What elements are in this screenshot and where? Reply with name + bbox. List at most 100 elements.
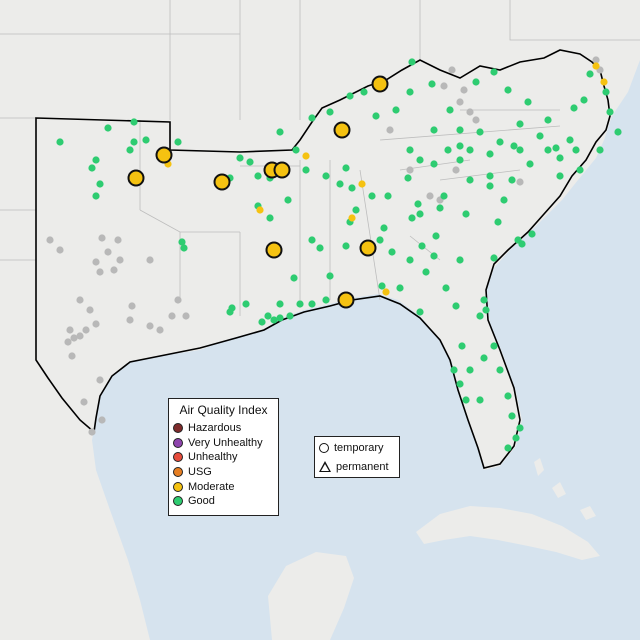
no-data-station-marker[interactable] [46,236,54,244]
good-station-marker[interactable] [446,106,454,114]
good-station-marker[interactable] [504,444,512,452]
good-station-marker[interactable] [290,274,298,282]
good-station-marker[interactable] [482,306,490,314]
good-station-marker[interactable] [92,192,100,200]
good-station-marker[interactable] [518,240,526,248]
moderate-temporary-monitor-marker[interactable] [359,239,377,257]
good-station-marker[interactable] [510,142,518,150]
good-station-marker[interactable] [408,58,416,66]
no-data-station-marker[interactable] [82,326,90,334]
good-station-marker[interactable] [430,252,438,260]
good-station-marker[interactable] [466,146,474,154]
good-station-marker[interactable] [326,272,334,280]
good-station-marker[interactable] [396,284,404,292]
no-data-station-marker[interactable] [104,248,112,256]
good-station-marker[interactable] [486,150,494,158]
good-station-marker[interactable] [180,244,188,252]
no-data-station-marker[interactable] [452,166,460,174]
good-station-marker[interactable] [504,86,512,94]
moderate-temporary-monitor-marker[interactable] [273,161,291,179]
no-data-station-marker[interactable] [516,178,524,186]
good-station-marker[interactable] [504,392,512,400]
good-station-marker[interactable] [452,302,460,310]
good-station-marker[interactable] [178,238,186,246]
good-station-marker[interactable] [430,126,438,134]
good-station-marker[interactable] [236,154,244,162]
good-station-marker[interactable] [406,88,414,96]
good-station-marker[interactable] [432,232,440,240]
good-station-marker[interactable] [296,300,304,308]
good-station-marker[interactable] [556,154,564,162]
good-station-marker[interactable] [516,146,524,154]
good-station-marker[interactable] [494,218,502,226]
good-station-marker[interactable] [416,210,424,218]
good-station-marker[interactable] [456,142,464,150]
good-station-marker[interactable] [486,172,494,180]
good-station-marker[interactable] [416,308,424,316]
good-station-marker[interactable] [368,192,376,200]
good-station-marker[interactable] [104,124,112,132]
no-data-station-marker[interactable] [592,56,600,64]
good-station-marker[interactable] [456,126,464,134]
good-station-marker[interactable] [496,138,504,146]
good-station-marker[interactable] [388,248,396,256]
moderate-station-marker[interactable] [358,180,366,188]
good-station-marker[interactable] [56,138,64,146]
no-data-station-marker[interactable] [64,338,72,346]
good-station-marker[interactable] [322,172,330,180]
good-station-marker[interactable] [276,300,284,308]
good-station-marker[interactable] [556,172,564,180]
good-station-marker[interactable] [508,176,516,184]
no-data-station-marker[interactable] [98,416,106,424]
good-station-marker[interactable] [476,312,484,320]
no-data-station-marker[interactable] [68,352,76,360]
no-data-station-marker[interactable] [96,376,104,384]
good-station-marker[interactable] [526,160,534,168]
good-station-marker[interactable] [142,136,150,144]
no-data-station-marker[interactable] [70,334,78,342]
good-station-marker[interactable] [486,182,494,190]
good-station-marker[interactable] [458,342,466,350]
good-station-marker[interactable] [302,166,310,174]
no-data-station-marker[interactable] [386,126,394,134]
moderate-station-marker[interactable] [302,152,310,160]
good-station-marker[interactable] [528,230,536,238]
no-data-station-marker[interactable] [146,322,154,330]
good-station-marker[interactable] [480,354,488,362]
good-station-marker[interactable] [130,138,138,146]
good-station-marker[interactable] [404,174,412,182]
no-data-station-marker[interactable] [92,258,100,266]
no-data-station-marker[interactable] [174,296,182,304]
no-data-station-marker[interactable] [448,66,456,74]
good-station-marker[interactable] [490,342,498,350]
good-station-marker[interactable] [462,210,470,218]
good-station-marker[interactable] [292,146,300,154]
no-data-station-marker[interactable] [460,86,468,94]
good-station-marker[interactable] [500,196,508,204]
good-station-marker[interactable] [406,256,414,264]
good-station-marker[interactable] [570,104,578,112]
good-station-marker[interactable] [524,98,532,106]
good-station-marker[interactable] [496,366,504,374]
good-station-marker[interactable] [472,78,480,86]
good-station-marker[interactable] [284,196,292,204]
moderate-temporary-monitor-marker[interactable] [371,75,389,93]
no-data-station-marker[interactable] [92,320,100,328]
good-station-marker[interactable] [586,70,594,78]
good-station-marker[interactable] [456,156,464,164]
good-station-marker[interactable] [242,300,250,308]
good-station-marker[interactable] [490,254,498,262]
good-station-marker[interactable] [436,204,444,212]
good-station-marker[interactable] [462,396,470,404]
good-station-marker[interactable] [336,180,344,188]
no-data-station-marker[interactable] [440,82,448,90]
good-station-marker[interactable] [422,268,430,276]
moderate-temporary-monitor-marker[interactable] [213,173,231,191]
good-station-marker[interactable] [378,282,386,290]
good-station-marker[interactable] [88,164,96,172]
no-data-station-marker[interactable] [126,316,134,324]
good-station-marker[interactable] [228,304,236,312]
no-data-station-marker[interactable] [406,166,414,174]
good-station-marker[interactable] [602,88,610,96]
